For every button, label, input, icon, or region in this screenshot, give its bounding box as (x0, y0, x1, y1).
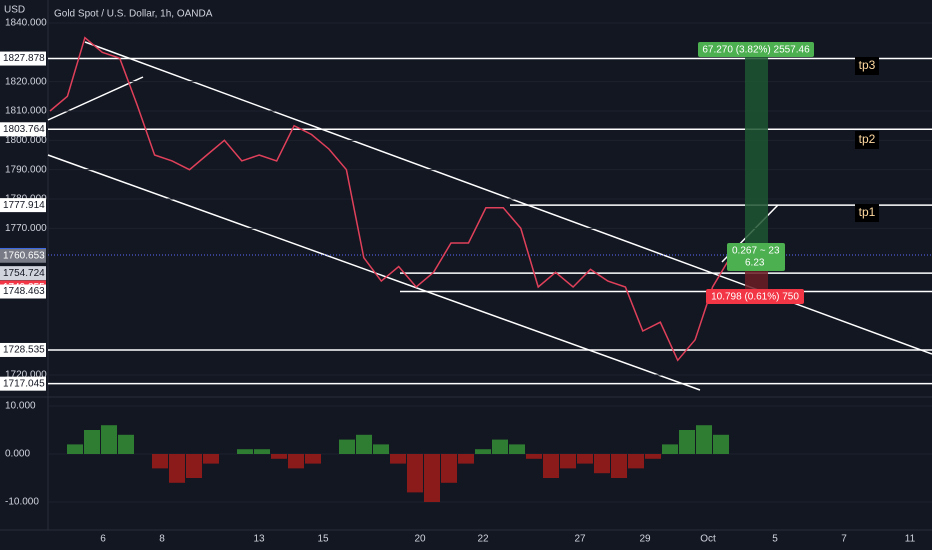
y-tick-label: 1720.000 (5, 370, 47, 381)
level-box (0, 376, 46, 391)
osc-bar (118, 434, 134, 454)
time-label: 13 (253, 534, 265, 545)
profit-zone (745, 57, 768, 260)
symbol-title: Gold Spot / U.S. Dollar, 1h, OANDA (54, 9, 213, 20)
time-label: 5 (772, 534, 778, 545)
osc-bar (356, 434, 372, 454)
trend-line (47, 76, 144, 121)
level-box (0, 51, 46, 66)
osc-bar (509, 444, 525, 454)
osc-bar (492, 439, 508, 454)
osc-bar (390, 454, 406, 464)
osc-bar (526, 454, 542, 459)
osc-bar (305, 454, 321, 464)
target-label: tp2 (859, 132, 876, 146)
osc-bar (696, 425, 712, 454)
target-box (855, 131, 879, 149)
level-box (0, 342, 46, 357)
osc-tick-label: 10.000 (5, 401, 36, 412)
time-label: 29 (639, 534, 651, 545)
level-label: 1777.914 (3, 200, 45, 211)
osc-bar (441, 454, 457, 483)
osc-bar (645, 454, 661, 459)
level-label: 1827.878 (3, 53, 45, 64)
time-label: Oct (700, 534, 716, 545)
osc-bar (543, 454, 559, 478)
level-label: 1754.724 (3, 268, 45, 279)
currency: USD (4, 5, 25, 16)
osc-tick-label: 0.000 (5, 449, 30, 460)
profit-label: 67.270 (3.82%) 2557.46 (702, 45, 810, 56)
profit-label-box (698, 42, 814, 57)
level-box (0, 284, 46, 299)
y-tick-label: 1820.000 (5, 76, 47, 87)
time-label: 8 (159, 534, 165, 545)
position-info: 0.267 ~ 23 (732, 246, 780, 257)
osc-bar (611, 454, 627, 478)
time-label: 22 (477, 534, 489, 545)
level-label: 1728.535 (3, 345, 45, 356)
osc-bar (271, 454, 287, 459)
target-label: tp3 (859, 58, 876, 72)
osc-bar (662, 444, 678, 454)
osc-bar (713, 434, 729, 454)
y-tick-label: 1800.000 (5, 135, 47, 146)
time-label: 6 (100, 534, 106, 545)
osc-bar (203, 454, 219, 464)
osc-bar (594, 454, 610, 474)
level-label: 1717.045 (3, 378, 45, 389)
position-qty: 6.23 (745, 258, 765, 269)
osc-bar (407, 454, 423, 493)
osc-bar (237, 449, 253, 454)
osc-bar (152, 454, 168, 469)
osc-bar (169, 454, 185, 483)
osc-bar (475, 449, 491, 454)
level-box (0, 266, 46, 281)
osc-bar (628, 454, 644, 469)
level-box (0, 122, 46, 137)
osc-tick-label: -10.000 (5, 497, 39, 508)
time-label: 15 (317, 534, 329, 545)
osc-bar (101, 425, 117, 454)
target-box (855, 204, 879, 222)
y-tick-label: 1790.000 (5, 164, 47, 175)
time-label: 11 (905, 534, 916, 545)
osc-bar (186, 454, 202, 478)
osc-bar (424, 454, 440, 502)
osc-bar (577, 454, 593, 464)
osc-bar (373, 444, 389, 454)
loss-label-box (706, 289, 804, 304)
y-tick-label: 1770.000 (5, 223, 47, 234)
osc-bar (288, 454, 304, 469)
level-label: 1803.764 (3, 124, 45, 135)
time-label: 20 (414, 534, 426, 545)
level-label: 1748.463 (3, 286, 45, 297)
osc-bar (254, 449, 270, 454)
level-box (0, 198, 46, 213)
position-info-box (727, 243, 785, 271)
osc-bar (458, 454, 474, 464)
price-line (49, 36, 731, 362)
loss-label: 10.798 (0.61%) 750 (711, 292, 799, 303)
time-label: 27 (574, 534, 586, 545)
osc-bar (679, 430, 695, 454)
osc-bar (67, 444, 83, 454)
level-label: 1760.653 (3, 250, 45, 261)
target-box (855, 57, 879, 75)
osc-bar (560, 454, 576, 469)
time-label: 7 (841, 534, 847, 545)
target-label: tp1 (859, 205, 876, 219)
osc-bar (339, 439, 355, 454)
osc-bar (84, 430, 100, 454)
y-tick-label: 1810.000 (5, 106, 47, 117)
level-box (0, 248, 46, 263)
y-tick-label: 1840.000 (5, 18, 47, 29)
